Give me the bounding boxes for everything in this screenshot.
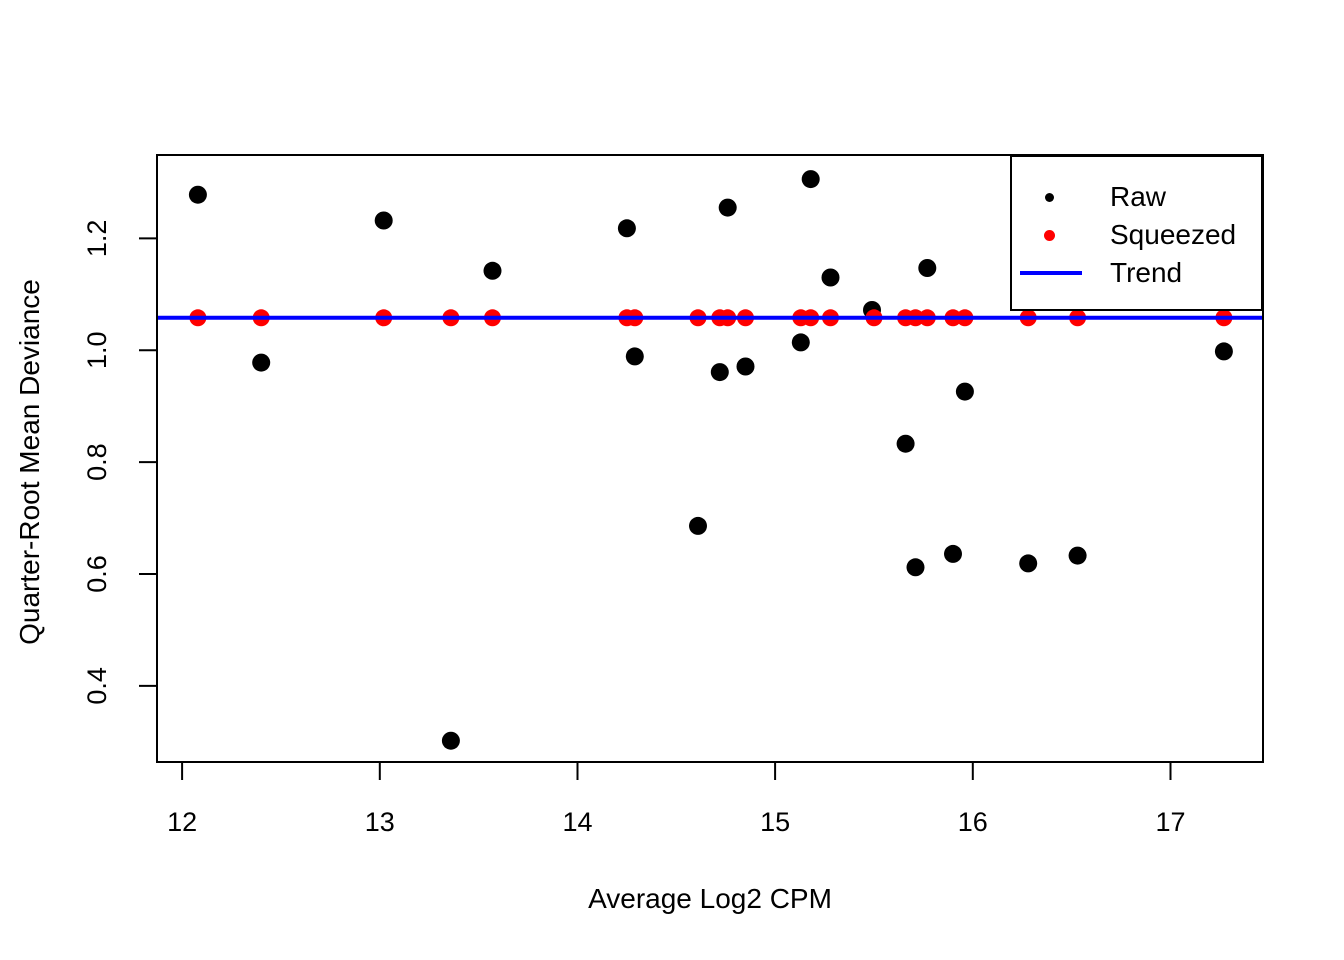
raw-data-point — [625, 347, 644, 366]
raw-data-point — [617, 219, 636, 238]
raw-data-point — [955, 382, 974, 401]
raw-data-point — [1019, 554, 1038, 573]
y-tick-label: 0.4 — [82, 667, 112, 705]
x-tick-label: 15 — [760, 807, 790, 837]
raw-data-point — [374, 211, 393, 230]
raw-data-point — [918, 259, 937, 277]
raw-data-point — [736, 357, 755, 376]
raw-data-point — [1068, 546, 1087, 565]
raw-data-point — [896, 434, 915, 453]
raw-data-point — [252, 353, 271, 372]
y-tick-label: 1.2 — [82, 220, 112, 258]
plot-border — [156, 154, 1264, 763]
x-tick-label: 14 — [562, 807, 592, 837]
y-tick-label: 1.0 — [82, 331, 112, 369]
x-tick-label: 16 — [958, 807, 988, 837]
legend-entry-trend: Trend — [1012, 254, 1261, 292]
legend: Raw Squeezed Trend — [1010, 155, 1263, 311]
y-tick-label: 0.6 — [82, 555, 112, 593]
raw-data-point — [801, 170, 820, 189]
legend-label-trend: Trend — [1110, 257, 1183, 288]
raw-data-point — [188, 185, 207, 204]
raw-data-point — [791, 333, 810, 352]
y-tick-label: 0.8 — [82, 443, 112, 481]
raw-data-point — [689, 516, 707, 535]
raw-data-point — [1214, 342, 1233, 361]
raw-data-point — [718, 198, 737, 217]
y-axis-title: Quarter-Root Mean Deviance — [14, 279, 45, 645]
x-tick-label: 12 — [167, 807, 197, 837]
raw-data-point — [906, 558, 925, 577]
x-tick-label: 17 — [1155, 807, 1185, 837]
x-tick-label: 13 — [365, 807, 395, 837]
legend-label-raw: Raw — [1110, 181, 1167, 212]
legend-label-squeezed: Squeezed — [1110, 219, 1237, 250]
raw-data-point — [483, 261, 502, 280]
raw-point-icon — [1045, 192, 1054, 202]
raw-data-point — [821, 268, 840, 287]
legend-entry-raw: Raw — [1012, 178, 1261, 216]
x-axis-title: Average Log2 CPM — [588, 883, 832, 914]
raw-data-point — [944, 544, 962, 563]
raw-data-point — [710, 363, 729, 382]
trend-line-icon — [1020, 271, 1082, 275]
squeezed-point-icon — [1044, 229, 1055, 241]
raw-data-point — [441, 731, 460, 750]
legend-entry-squeezed: Squeezed — [1012, 216, 1261, 254]
